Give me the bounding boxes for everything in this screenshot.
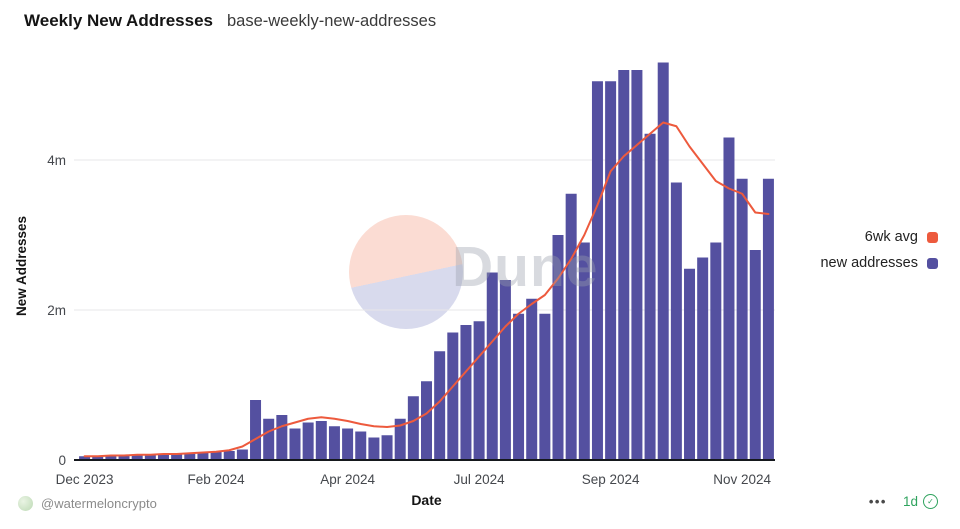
bar-week-29[interactable] <box>460 325 472 460</box>
bar-week-12[interactable] <box>236 449 248 461</box>
bar-week-3[interactable] <box>118 455 130 461</box>
author-handle-link[interactable]: @watermeloncrypto <box>41 496 157 511</box>
chart-slug-link[interactable]: base-weekly-new-addresses <box>226 12 437 30</box>
bar-week-16[interactable] <box>289 428 301 461</box>
bar-week-6[interactable] <box>157 454 169 460</box>
bar-week-35[interactable] <box>539 313 551 460</box>
bar-week-48[interactable] <box>710 242 722 461</box>
freshness-label: 1d <box>902 494 918 509</box>
bar-week-28[interactable] <box>447 332 459 461</box>
bar-week-13[interactable] <box>250 400 262 460</box>
bar-week-23[interactable] <box>381 435 393 460</box>
chart-legend: 6wk avg new addresses <box>820 229 938 271</box>
chart-title: Weekly New Addresses <box>24 11 213 30</box>
bar-week-39[interactable] <box>591 81 603 460</box>
bar-week-17[interactable] <box>302 422 314 461</box>
bar-week-0[interactable] <box>79 456 91 460</box>
x-tick-label: Nov 2024 <box>713 472 771 487</box>
bar-week-41[interactable] <box>618 70 630 460</box>
bar-week-26[interactable] <box>421 381 432 460</box>
x-tick-label: Feb 2024 <box>188 472 246 487</box>
x-tick-label: Sep 2024 <box>582 472 640 487</box>
more-options-icon[interactable]: ••• <box>868 494 887 509</box>
check-circle-icon: ✓ <box>923 494 938 509</box>
bar-week-45[interactable] <box>670 182 682 461</box>
bar-week-43[interactable] <box>644 133 656 460</box>
bar-week-24[interactable] <box>394 418 406 460</box>
y-tick-label: 0 <box>58 453 66 468</box>
bar-week-27[interactable] <box>434 351 446 460</box>
y-tick-label: 4m <box>47 153 66 168</box>
bar-week-8[interactable] <box>184 453 196 460</box>
bar-week-50[interactable] <box>736 178 748 460</box>
bar-week-37[interactable] <box>565 193 577 460</box>
bar-week-52[interactable] <box>762 178 774 460</box>
legend-label-new-addresses: new addresses <box>820 255 918 271</box>
x-axis-title: Date <box>411 492 442 508</box>
legend-swatch-line-icon <box>927 231 938 243</box>
chart-plot-area[interactable]: 0 2m 4m Dec 2023 Feb 2024 Apr 2024 Jul 2024 Sep… <box>0 40 960 500</box>
bar-week-22[interactable] <box>368 437 380 461</box>
bar-week-42[interactable] <box>631 70 643 460</box>
bar-week-25[interactable] <box>407 396 419 460</box>
bar-week-47[interactable] <box>697 257 709 461</box>
bar-week-34[interactable] <box>526 298 538 460</box>
footer-author: @watermeloncrypto <box>18 496 157 511</box>
bar-week-1[interactable] <box>92 456 104 460</box>
bar-week-20[interactable] <box>342 428 354 461</box>
bar-week-46[interactable] <box>684 268 696 460</box>
bar-week-31[interactable] <box>486 272 498 461</box>
legend-item-new-addresses[interactable]: new addresses <box>820 255 938 271</box>
bar-week-14[interactable] <box>263 418 275 460</box>
legend-swatch-bar-icon <box>927 257 938 269</box>
y-tick-label: 2m <box>47 303 66 318</box>
bar-week-33[interactable] <box>513 313 525 460</box>
footer-actions: ••• 1d ✓ <box>869 494 938 509</box>
bar-week-4[interactable] <box>131 454 143 460</box>
legend-label-6wk-avg: 6wk avg <box>864 229 918 245</box>
bar-week-11[interactable] <box>223 451 235 460</box>
bar-week-21[interactable] <box>355 431 367 461</box>
x-tick-label: Dec 2023 <box>56 472 114 487</box>
bar-week-15[interactable] <box>276 415 288 460</box>
bar-week-40[interactable] <box>605 81 617 460</box>
x-tick-label: Apr 2024 <box>320 472 375 487</box>
avg-line[interactable] <box>83 121 770 458</box>
bar-week-30[interactable] <box>473 321 485 460</box>
x-tick-label: Jul 2024 <box>454 472 506 487</box>
bar-week-44[interactable] <box>657 62 669 461</box>
bar-week-49[interactable] <box>723 137 735 461</box>
data-freshness-badge[interactable]: 1d ✓ <box>903 494 938 509</box>
bar-week-5[interactable] <box>144 454 156 460</box>
bar-week-10[interactable] <box>210 451 222 460</box>
bar-week-38[interactable] <box>578 242 590 461</box>
bar-week-7[interactable] <box>171 454 183 460</box>
bar-week-32[interactable] <box>499 280 511 460</box>
chart-header: Weekly New Addresses base-weekly-new-add… <box>24 11 436 31</box>
author-avatar[interactable] <box>18 496 33 511</box>
bar-week-51[interactable] <box>749 250 761 460</box>
bar-week-2[interactable] <box>105 455 117 461</box>
bar-week-18[interactable] <box>315 421 327 460</box>
bar-week-9[interactable] <box>197 452 209 461</box>
legend-item-6wk-avg[interactable]: 6wk avg <box>865 229 938 245</box>
bar-week-36[interactable] <box>552 235 564 460</box>
bar-week-19[interactable] <box>328 426 340 460</box>
